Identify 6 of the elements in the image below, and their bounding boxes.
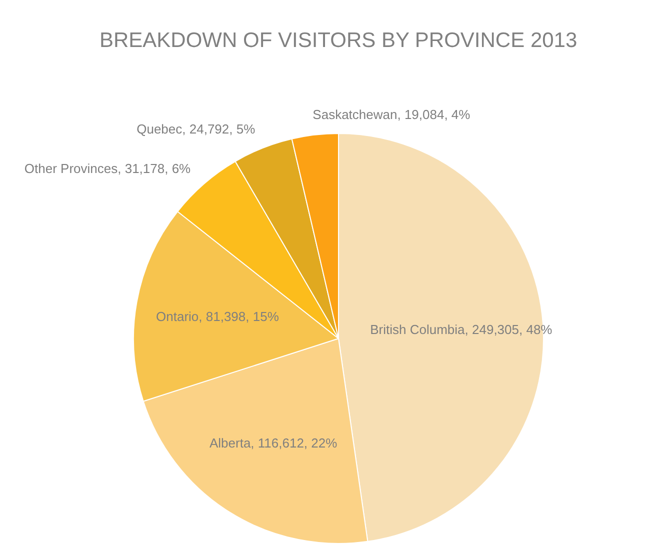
slice-label: Other Provinces, 31,178, 6%: [24, 160, 192, 176]
slice-label: Quebec, 24,792, 5%: [136, 121, 256, 136]
slice-label: Saskatchewan, 19,084, 4%: [312, 106, 471, 122]
chart-title: BREAKDOWN OF VISITORS BY PROVINCE 2013: [99, 29, 578, 52]
slice-label: Ontario, 81,398, 15%: [156, 309, 280, 324]
slice-label: Alberta, 116,612, 22%: [209, 435, 338, 450]
